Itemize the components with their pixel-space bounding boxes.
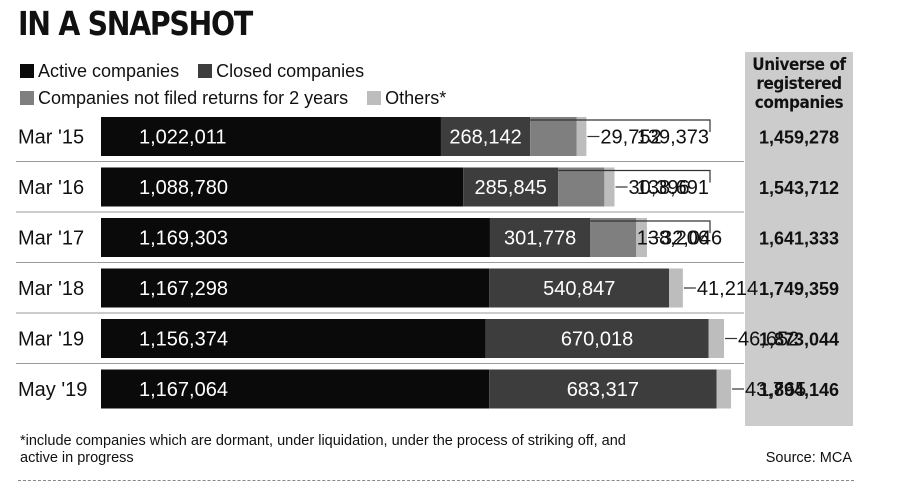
category-label: Mar '16 (18, 177, 84, 199)
bar-closed (440, 117, 531, 156)
category-label: Mar '18 (18, 278, 84, 300)
legend-swatch-active (20, 64, 34, 78)
bracket-not-filed (590, 220, 711, 233)
bar-active (101, 319, 486, 358)
bar-not-filed (590, 218, 637, 257)
source-note: Source: MCA (765, 450, 852, 466)
data-label-others: 41,214 (697, 278, 758, 300)
universe-header: Universe of registered companies (752, 55, 846, 113)
legend-swatch-closed (198, 64, 213, 78)
legend-label-closed: Closed companies (216, 61, 365, 81)
data-label-active: 1,022,011 (139, 127, 227, 149)
data-label-active: 1,156,374 (139, 329, 228, 351)
bar-active (101, 369, 490, 409)
bar-not-filed (558, 167, 605, 207)
data-label-not-filed: 138,691 (637, 177, 709, 199)
universe-value: 1,543,712 (759, 178, 839, 198)
bar-others (708, 319, 725, 358)
data-label-others: 32,046 (661, 228, 722, 250)
legend-label-active: Active companies (38, 61, 180, 81)
data-label-closed: 301,778 (504, 228, 576, 250)
legend-row-1: Active companies Closed companies (20, 61, 378, 82)
data-label-closed: 670,018 (561, 329, 633, 351)
legend-others: Others* (367, 88, 446, 109)
universe-value: 1,894,146 (759, 380, 839, 400)
bar-others (669, 268, 683, 308)
bar-active (101, 117, 441, 156)
data-label-others: 29,752 (600, 127, 661, 149)
chart-title: IN A SNAPSHOT (18, 4, 253, 43)
data-label-active: 1,169,303 (139, 228, 228, 250)
bracket-not-filed (530, 119, 711, 132)
universe-value: 1,459,278 (759, 128, 839, 148)
bar-others (604, 167, 615, 207)
legend-closed: Closed companies (198, 61, 364, 82)
bar-closed (489, 369, 717, 409)
data-label-not-filed: 139,373 (637, 127, 709, 149)
bar-active (101, 167, 464, 207)
category-label: Mar '19 (18, 329, 84, 351)
bar-others (716, 369, 732, 409)
bar-not-filed (530, 117, 577, 156)
data-label-closed: 683,317 (567, 379, 639, 401)
bar-closed (463, 167, 559, 207)
universe-column-background (745, 52, 853, 426)
footnote: *include companies which are dormant, un… (20, 433, 626, 466)
bar-closed (485, 319, 709, 358)
legend-not-filed: Companies not filed returns for 2 years (20, 88, 348, 109)
legend-label-others: Others* (385, 88, 447, 108)
category-label: Mar '17 (18, 228, 84, 250)
data-label-active: 1,167,298 (139, 278, 228, 300)
data-label-others: 46,652 (738, 329, 799, 351)
bottom-divider (18, 480, 854, 481)
legend-row-2: Companies not filed returns for 2 years … (20, 88, 460, 109)
universe-value: 1,873,044 (759, 330, 839, 350)
data-label-closed: 268,142 (449, 127, 521, 149)
legend-swatch-not-filed (20, 91, 34, 105)
legend-swatch-others (367, 91, 382, 105)
bar-others (576, 117, 587, 156)
category-label: May '19 (18, 379, 87, 401)
data-label-closed: 540,847 (543, 278, 615, 300)
data-label-others: 43,765 (745, 379, 806, 401)
data-label-not-filed: 138,206 (637, 228, 709, 250)
bar-closed (489, 218, 591, 257)
universe-value: 1,641,333 (759, 229, 839, 249)
bracket-not-filed (558, 169, 711, 183)
data-label-others: 30,396 (628, 177, 689, 199)
legend-active: Active companies (20, 61, 179, 82)
bar-active (101, 218, 490, 257)
data-label-closed: 285,845 (475, 177, 547, 199)
legend-label-not-filed: Companies not filed returns for 2 years (38, 88, 349, 108)
bar-others (636, 218, 647, 257)
universe-value: 1,749,359 (759, 279, 839, 299)
bar-active (101, 268, 490, 308)
data-label-active: 1,167,064 (139, 379, 228, 401)
bar-closed (489, 268, 670, 308)
category-label: Mar '15 (18, 127, 84, 149)
data-label-active: 1,088,780 (139, 177, 228, 199)
